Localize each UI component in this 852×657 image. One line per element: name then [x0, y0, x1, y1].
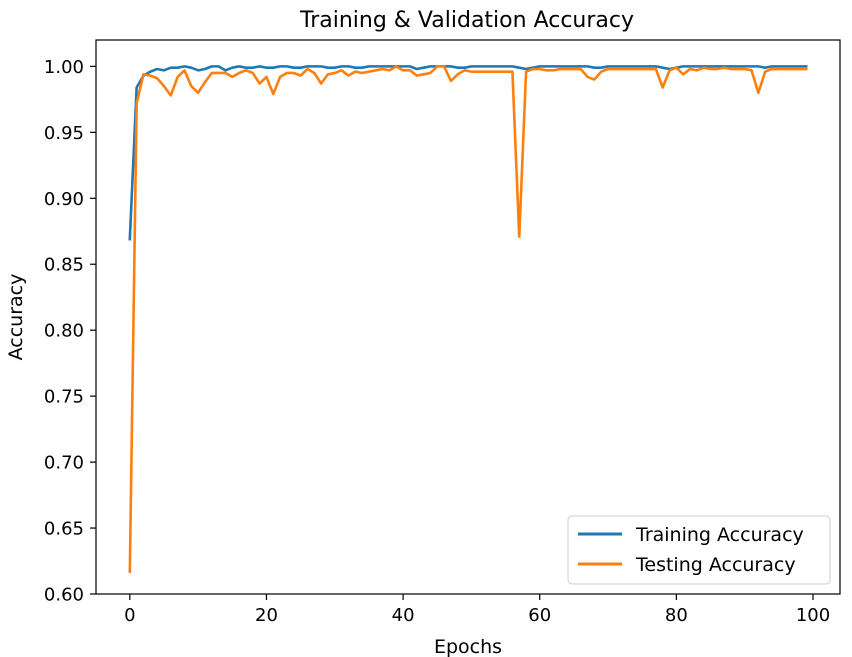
x-tick-label: 0 — [124, 605, 135, 626]
plot-area — [96, 40, 840, 594]
plot-frame — [95, 39, 841, 595]
legend-label-training: Training Accuracy — [635, 524, 804, 546]
y-tick-label: 0.95 — [44, 123, 84, 144]
x-tick-label: 80 — [665, 605, 688, 626]
y-tick-label: 0.90 — [44, 189, 84, 210]
y-axis: 0.60 0.65 0.70 0.75 0.80 0.85 0.90 0.95 1.00 — [44, 57, 96, 606]
y-tick-label: 0.70 — [44, 453, 84, 474]
x-axis-label: Epochs — [434, 636, 502, 657]
legend: Training Accuracy Testing Accuracy — [567, 515, 831, 585]
y-tick-label: 0.75 — [44, 387, 84, 408]
series-line-training-accuracy — [128, 65, 808, 241]
legend-label-testing: Testing Accuracy — [635, 554, 796, 576]
x-tick-label: 20 — [255, 605, 278, 626]
x-axis: 0 20 40 60 80 100 — [124, 594, 830, 626]
y-tick-label: 0.85 — [44, 255, 84, 276]
x-tick-label: 40 — [392, 605, 415, 626]
y-axis-label: Accuracy — [5, 274, 27, 361]
y-tick-label: 1.00 — [44, 57, 84, 78]
series-layer — [128, 65, 808, 573]
x-tick-label: 100 — [796, 605, 830, 626]
y-tick-label: 0.65 — [44, 519, 84, 540]
y-tick-label: 0.80 — [44, 321, 84, 342]
chart-title: Training & Validation Accuracy — [299, 8, 634, 33]
x-tick-label: 60 — [528, 605, 551, 626]
plot-background — [96, 40, 840, 594]
legend-box — [567, 515, 831, 585]
y-tick-label: 0.60 — [44, 585, 84, 606]
series-line-testing-accuracy — [128, 65, 808, 573]
